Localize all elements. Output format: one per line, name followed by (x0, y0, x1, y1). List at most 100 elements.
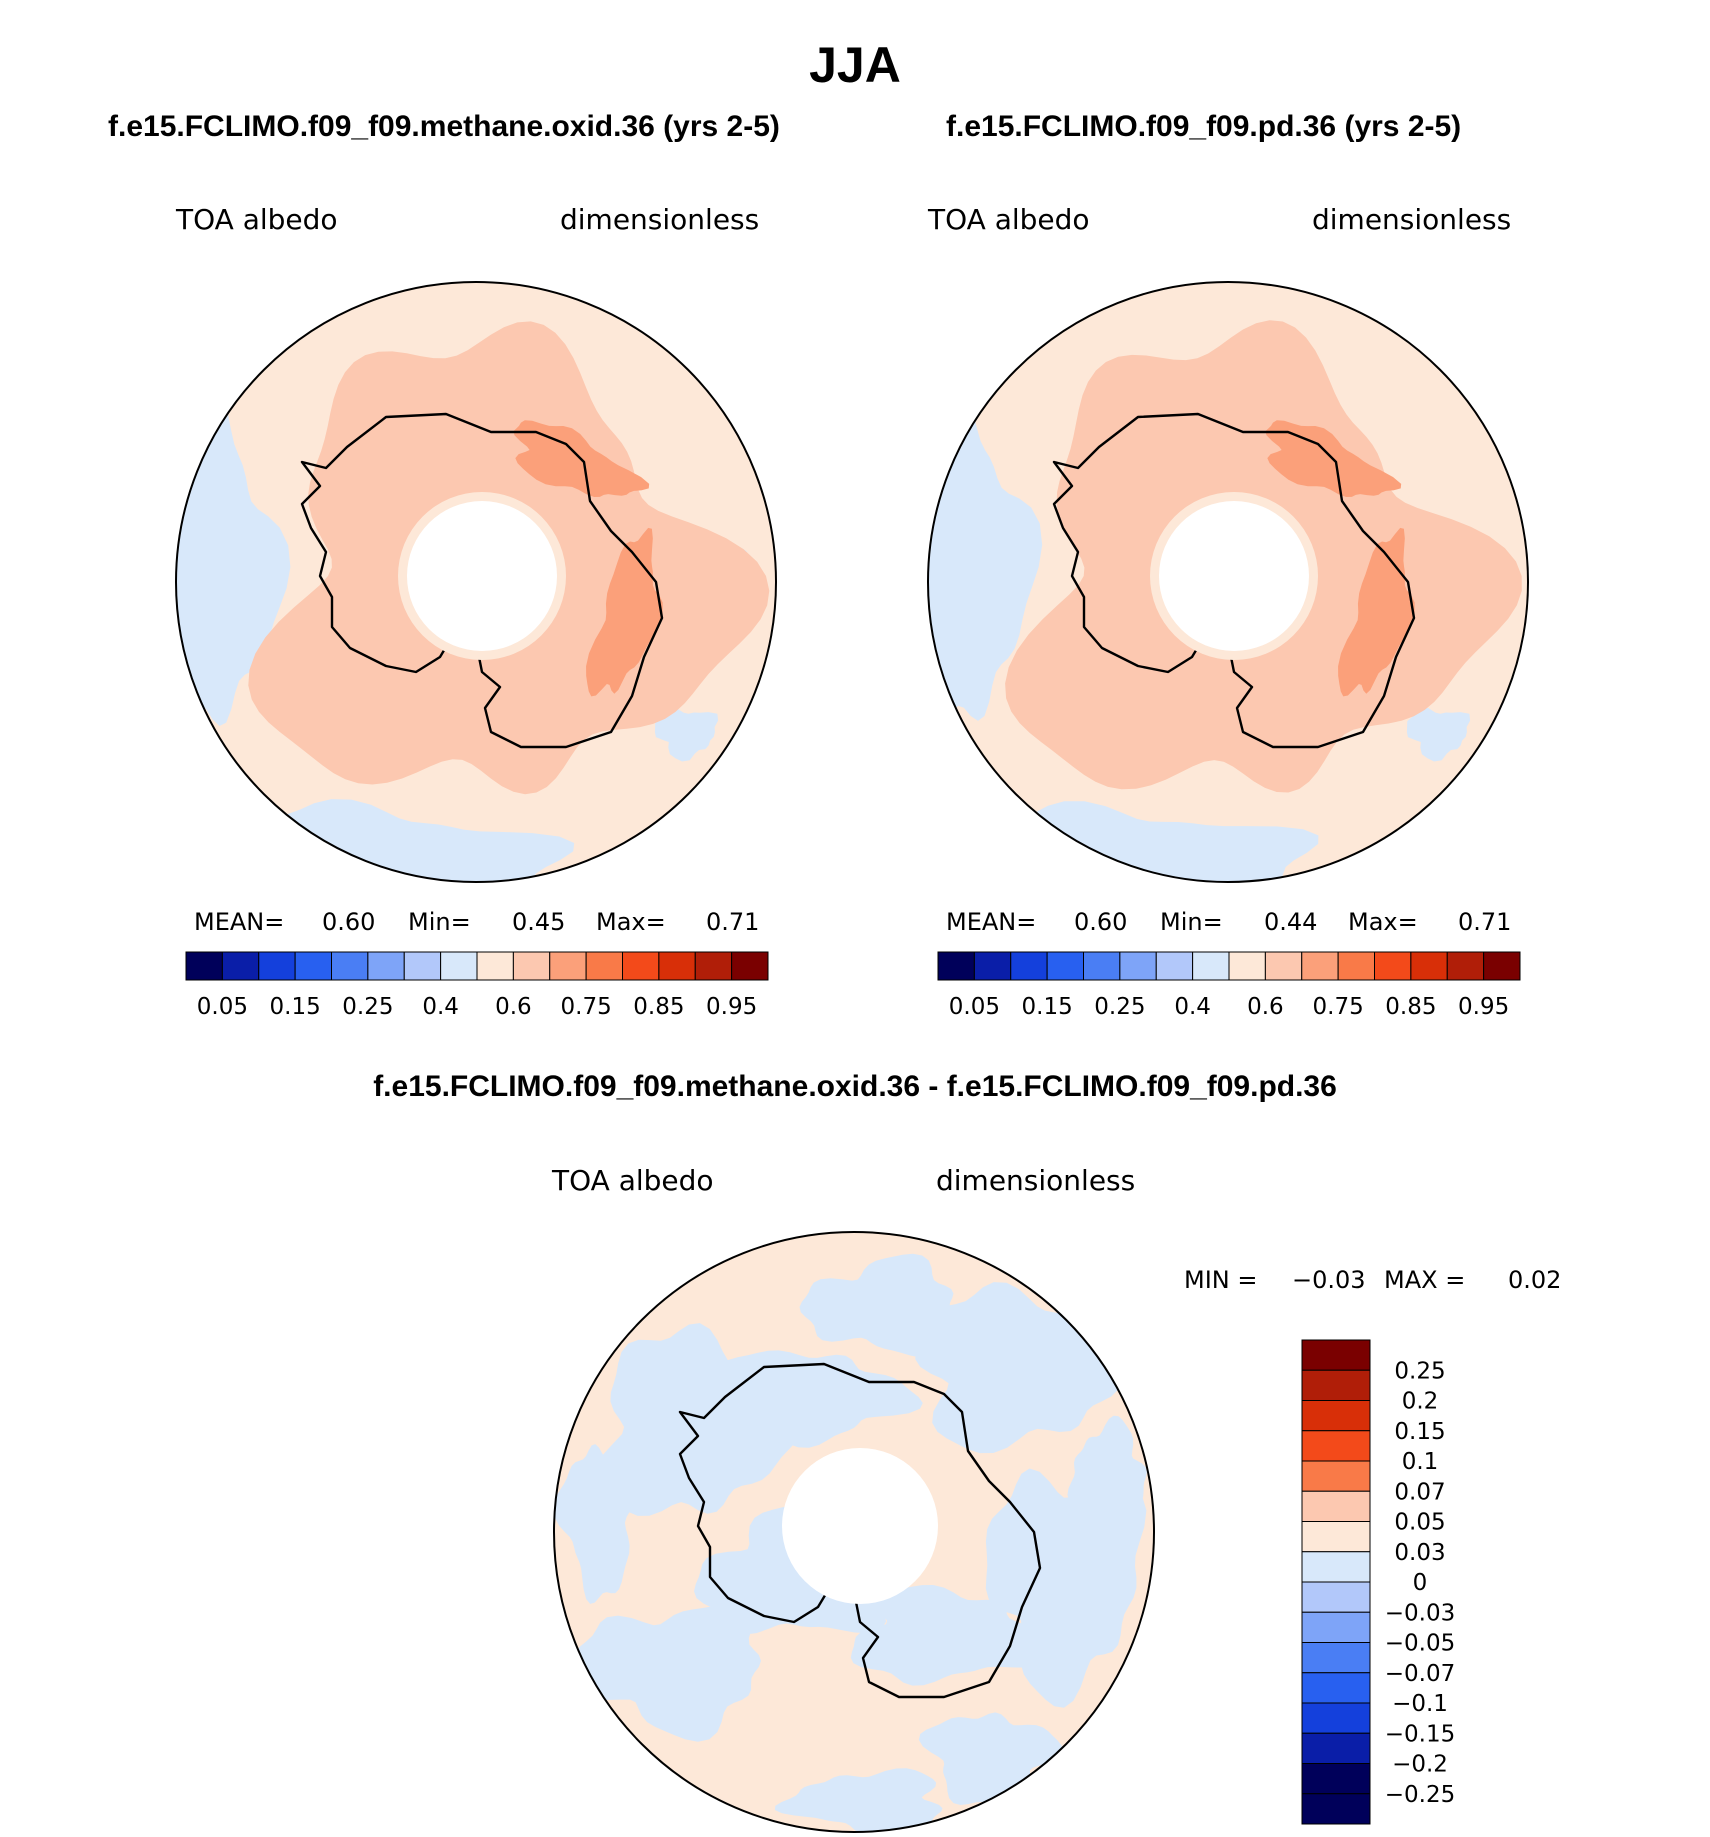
colorbar-tick-label: −0.03 (1385, 1600, 1455, 1626)
left-mean-value: 0.60 (322, 908, 376, 936)
left-map-border (175, 281, 777, 883)
pole-hole (782, 1448, 938, 1604)
colorbar-swatch (1301, 1369, 1371, 1401)
left-min-label: Min= (408, 908, 471, 936)
right-map-border (927, 281, 1529, 883)
colorbar-tick-label: 0.25 (1394, 1358, 1445, 1384)
region-plateau-east (1338, 527, 1415, 697)
figure-title: JJA (809, 37, 901, 93)
colorbar-swatch (294, 951, 332, 981)
left-mean-label: MEAN= (194, 908, 285, 936)
colorbar-swatch (1483, 951, 1521, 981)
colorbar-tick-label: −0.2 (1392, 1752, 1448, 1778)
right-map (927, 281, 1529, 883)
region-negative-patch (554, 1444, 639, 1604)
right-min-value: 0.44 (1264, 908, 1318, 936)
colorbar-swatch (403, 951, 442, 981)
colorbar-swatch (1301, 1672, 1371, 1704)
diff-max-label: MAX = (1384, 1266, 1466, 1294)
colorbar-swatch (1301, 1551, 1371, 1583)
diff-map (553, 1231, 1155, 1833)
diff-min-value: −0.03 (1292, 1266, 1366, 1294)
colorbar-swatch (221, 951, 260, 981)
colorbar-swatch (1301, 1430, 1371, 1462)
colorbar-swatch (440, 951, 478, 981)
diff-map-border (553, 1231, 1155, 1833)
colorbar-swatch (1301, 1581, 1371, 1613)
colorbar-tick-label: 0.85 (1385, 994, 1436, 1020)
region-negative-patch (595, 1323, 805, 1516)
colorbar-swatch (585, 951, 623, 981)
colorbar-tick-label: 0.4 (1174, 994, 1211, 1020)
colorbar-tick-label: 0.05 (197, 994, 248, 1020)
left-units-label: dimensionless (560, 203, 760, 236)
colorbar-swatch (1446, 951, 1485, 981)
colorbar-swatch (1301, 1732, 1371, 1764)
colorbar-swatch (1301, 951, 1339, 981)
region-plateau-east (586, 527, 663, 697)
region-lowalbedo-west (176, 376, 291, 730)
region-negative-patch (1067, 1415, 1147, 1522)
colorbar-tick-label: 0.25 (342, 994, 393, 1020)
colorbar-swatch (1301, 1763, 1371, 1795)
diff-max-value: 0.02 (1508, 1266, 1562, 1294)
colorbar-tick-label: 0.15 (270, 994, 321, 1020)
colorbar-swatch (1337, 951, 1375, 981)
right-max-label: Max= (1348, 908, 1418, 936)
right-colorbar: 0.05 0.15 0.25 0.4 0.6 0.75 0.85 0.95 (937, 951, 1521, 1020)
colorbar-tick-label: 0.05 (949, 994, 1000, 1020)
right-panel-title: f.e15.FCLIMO.f09_f09.pd.36 (yrs 2-5) (946, 110, 1462, 143)
colorbar-swatch (1301, 1400, 1371, 1432)
colorbar-swatch (1301, 1460, 1371, 1492)
colorbar-swatch (258, 951, 296, 981)
colorbar-swatch (549, 951, 587, 981)
colorbar-swatch (1155, 951, 1194, 981)
colorbar-tick-label: −0.05 (1385, 1631, 1455, 1657)
colorbar-swatch (331, 951, 369, 981)
colorbar-swatch (731, 951, 769, 981)
left-field (176, 282, 776, 882)
right-coastline (1052, 412, 1416, 749)
diff-units-label: dimensionless (936, 1164, 1136, 1197)
right-mean-label: MEAN= (946, 908, 1037, 936)
colorbar-swatch (1301, 1793, 1371, 1825)
region-negative-patch (799, 1253, 954, 1358)
colorbar-swatch (185, 951, 223, 981)
colorbar-swatch (512, 951, 551, 981)
colorbar-tick-label: 0.25 (1094, 994, 1145, 1020)
colorbar-swatch (1301, 1521, 1371, 1553)
colorbar-swatch (1046, 951, 1084, 981)
colorbar-tick-label: −0.1 (1392, 1691, 1448, 1717)
colorbar-swatch (1374, 951, 1412, 981)
diff-min-label: MIN = (1184, 1266, 1258, 1294)
region-negative-patch (774, 1768, 943, 1832)
colorbar-tick-label: 0.75 (1313, 994, 1364, 1020)
left-colorbar: 0.05 0.15 0.25 0.4 0.6 0.75 0.85 0.95 (185, 951, 769, 1020)
colorbar-swatch (367, 951, 405, 981)
region-negative-patch (575, 1604, 761, 1742)
left-min-value: 0.45 (512, 908, 566, 936)
right-max-value: 0.71 (1458, 908, 1512, 936)
left-map (175, 281, 777, 883)
colorbar-swatch (1010, 951, 1048, 981)
pole-hole (1159, 501, 1309, 651)
colorbar-swatch (1228, 951, 1266, 981)
colorbar-swatch (1301, 1702, 1371, 1734)
colorbar-tick-label: 0.85 (633, 994, 684, 1020)
diff-field (554, 1232, 1154, 1832)
colorbar-swatch (1192, 951, 1230, 981)
region-lowalbedo-patch (1406, 708, 1471, 762)
region-lowalbedo-patch (654, 708, 719, 762)
colorbar-tick-label: −0.25 (1385, 1782, 1455, 1808)
colorbar-swatch (937, 951, 975, 981)
colorbar-swatch (1301, 1642, 1371, 1674)
colorbar-tick-label: −0.07 (1385, 1661, 1455, 1687)
colorbar-tick-label: 0.6 (1247, 994, 1284, 1020)
colorbar-tick-label: −0.15 (1385, 1721, 1455, 1747)
colorbar-swatch (1119, 951, 1157, 981)
colorbar-swatch (1301, 1611, 1371, 1643)
left-variable-label: TOA albedo (176, 203, 338, 236)
left-coastline (300, 412, 664, 749)
left-max-value: 0.71 (706, 908, 760, 936)
